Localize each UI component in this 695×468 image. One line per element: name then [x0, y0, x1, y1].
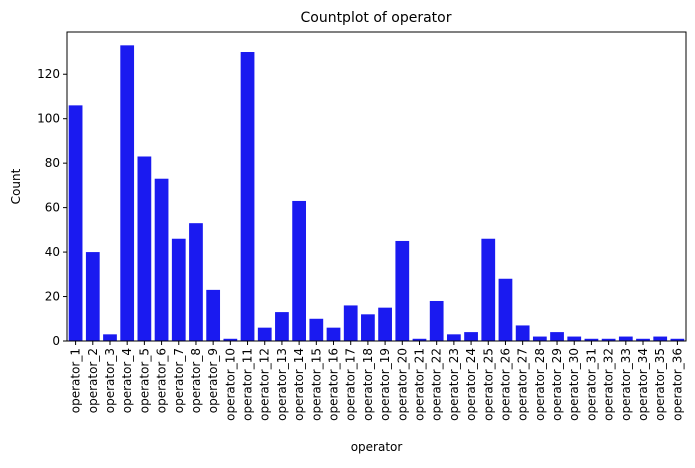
bar	[412, 338, 427, 341]
bar	[378, 307, 392, 341]
x-tick-label: operator_20	[395, 348, 409, 421]
y-axis: 0 20 40 60 80 100 120	[37, 67, 67, 348]
x-tick-label: operator_34	[636, 348, 650, 421]
x-tick-label: operator_36	[670, 348, 684, 421]
bar	[120, 45, 135, 341]
bar	[618, 336, 633, 341]
x-tick-label: operator_22	[430, 348, 444, 421]
bar	[532, 336, 547, 341]
bar	[68, 105, 83, 341]
x-tick-label: operator_23	[447, 348, 461, 421]
x-tick-label: operator_17	[344, 348, 358, 421]
x-tick-label: operator_27	[516, 348, 530, 421]
x-tick-label: operator_1	[69, 348, 83, 413]
bar	[498, 278, 513, 341]
x-tick-label: operator_19	[378, 348, 392, 421]
y-tick-label: 40	[45, 245, 60, 259]
x-tick-label: operator_2	[86, 348, 100, 413]
bar	[550, 332, 564, 341]
x-tick-label: operator_24	[464, 348, 478, 421]
bar	[464, 332, 478, 341]
bar	[154, 178, 169, 341]
bar	[584, 338, 599, 341]
bar	[601, 338, 616, 341]
y-tick-label: 20	[45, 290, 60, 304]
bar	[292, 200, 307, 341]
y-tick-label: 120	[37, 67, 60, 81]
bar	[137, 156, 152, 341]
x-tick-label: operator_3	[103, 348, 117, 413]
x-tick-label: operator_8	[189, 348, 203, 413]
bar	[85, 252, 100, 341]
bar	[103, 334, 117, 341]
x-tick-label: operator_32	[602, 348, 616, 421]
x-tick-label: operator_25	[481, 348, 495, 421]
x-tick-label: operator_16	[327, 348, 341, 421]
y-tick-label: 100	[37, 112, 60, 126]
x-tick-label: operator_12	[258, 348, 272, 421]
bar	[206, 289, 221, 341]
x-tick-label: operator_35	[653, 348, 667, 421]
chart-title: Countplot of operator	[300, 10, 451, 26]
x-tick-label: operator_6	[155, 348, 169, 413]
bar	[309, 318, 324, 341]
x-tick-label: operator_11	[241, 348, 255, 421]
bar	[429, 300, 444, 341]
bar	[481, 238, 496, 341]
bar	[326, 327, 341, 341]
x-tick-label: operator_21	[412, 348, 426, 421]
x-tick-label: operator_28	[533, 348, 547, 421]
plot-frame	[66, 31, 687, 342]
y-axis-label: Count	[9, 168, 23, 204]
bar	[171, 238, 186, 341]
bar	[223, 338, 238, 341]
bar	[275, 312, 289, 341]
x-tick-label: operator_29	[550, 348, 564, 421]
y-tick-label: 60	[45, 201, 60, 215]
bar	[515, 325, 530, 341]
y-tick-label: 80	[45, 156, 60, 170]
bar	[189, 223, 203, 341]
x-tick-label: operator_10	[223, 348, 237, 421]
x-tick-label: operator_5	[137, 348, 151, 413]
bar	[343, 305, 358, 341]
bar	[567, 336, 582, 341]
x-tick-label: operator_9	[206, 348, 220, 413]
bar	[240, 52, 255, 341]
x-tick-label: operator_26	[498, 348, 512, 421]
bar	[653, 336, 668, 341]
x-tick-label: operator_13	[275, 348, 289, 421]
x-tick-label: operator_15	[309, 348, 323, 421]
x-axis-label: operator	[351, 440, 403, 454]
x-axis: operator_1 operator_2 operator_3 operator_4…	[69, 341, 684, 421]
bar	[446, 334, 461, 341]
y-tick-label: 0	[52, 334, 60, 348]
x-tick-label: operator_18	[361, 348, 375, 421]
bars	[68, 45, 685, 341]
x-tick-label: operator_30	[567, 348, 581, 421]
x-tick-label: operator_7	[172, 348, 186, 413]
bar	[636, 338, 650, 341]
x-tick-label: operator_14	[292, 348, 306, 421]
bar	[361, 314, 375, 341]
bar	[670, 338, 685, 341]
bar	[395, 240, 410, 341]
bar	[257, 327, 272, 341]
x-tick-label: operator_33	[619, 348, 633, 421]
x-tick-label: operator_4	[120, 348, 134, 413]
x-tick-label: operator_31	[584, 348, 598, 421]
